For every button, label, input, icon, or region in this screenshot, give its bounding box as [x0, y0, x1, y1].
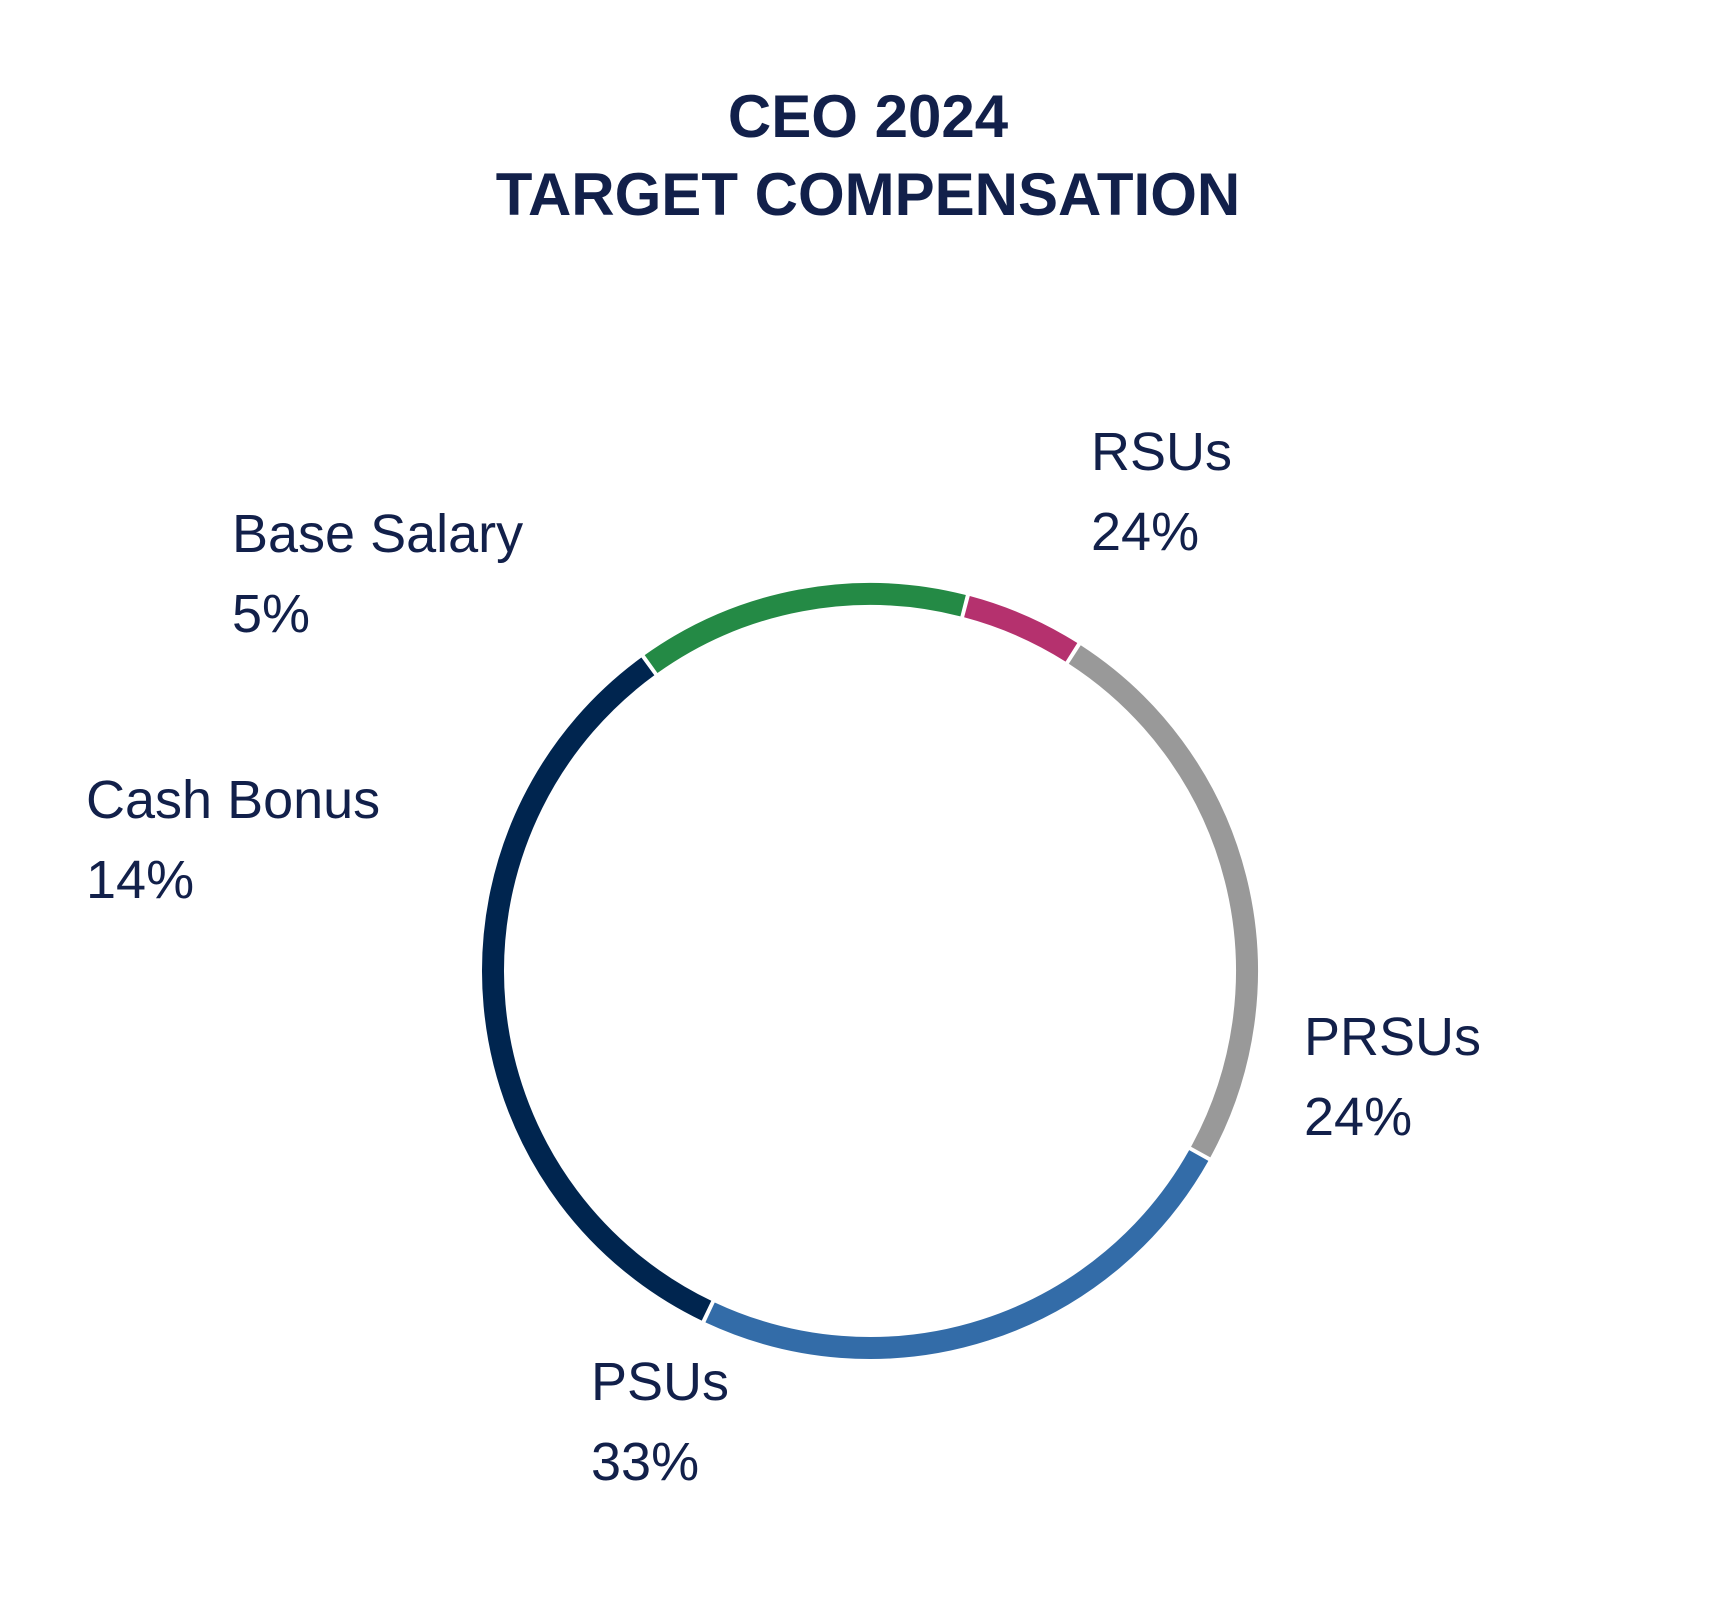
pie-slice-rsus [1068, 645, 1258, 1158]
pie-slice-cash-bonus [644, 583, 966, 674]
slice-value-base-salary: 5% [232, 584, 310, 644]
slice-value-prsus: 24% [1304, 1087, 1412, 1147]
slice-label-cash-bonus: Cash Bonus [86, 770, 380, 830]
pie-ring [482, 583, 1258, 1359]
pie-slice-psus [482, 657, 712, 1321]
slice-value-rsus: 24% [1091, 502, 1199, 562]
slice-label-rsus: RSUs [1091, 422, 1232, 482]
slice-label-psus: PSUs [591, 1352, 729, 1412]
pie-slice-base-salary [964, 596, 1078, 662]
slice-label-base-salary: Base Salary [232, 504, 523, 564]
chart-subtitle: TARGET COMPENSATION [496, 161, 1240, 228]
chart-title: CEO 2024 [728, 83, 1009, 150]
slice-value-cash-bonus: 14% [86, 850, 194, 910]
pie-labels: RSUs 24% Base Salary 5% Cash Bonus 14% PSUs 33%… [86, 422, 1481, 1492]
slice-label-prsus: PRSUs [1304, 1007, 1481, 1067]
pie-slice-prsus [705, 1150, 1209, 1359]
slice-value-psus: 33% [591, 1432, 699, 1492]
